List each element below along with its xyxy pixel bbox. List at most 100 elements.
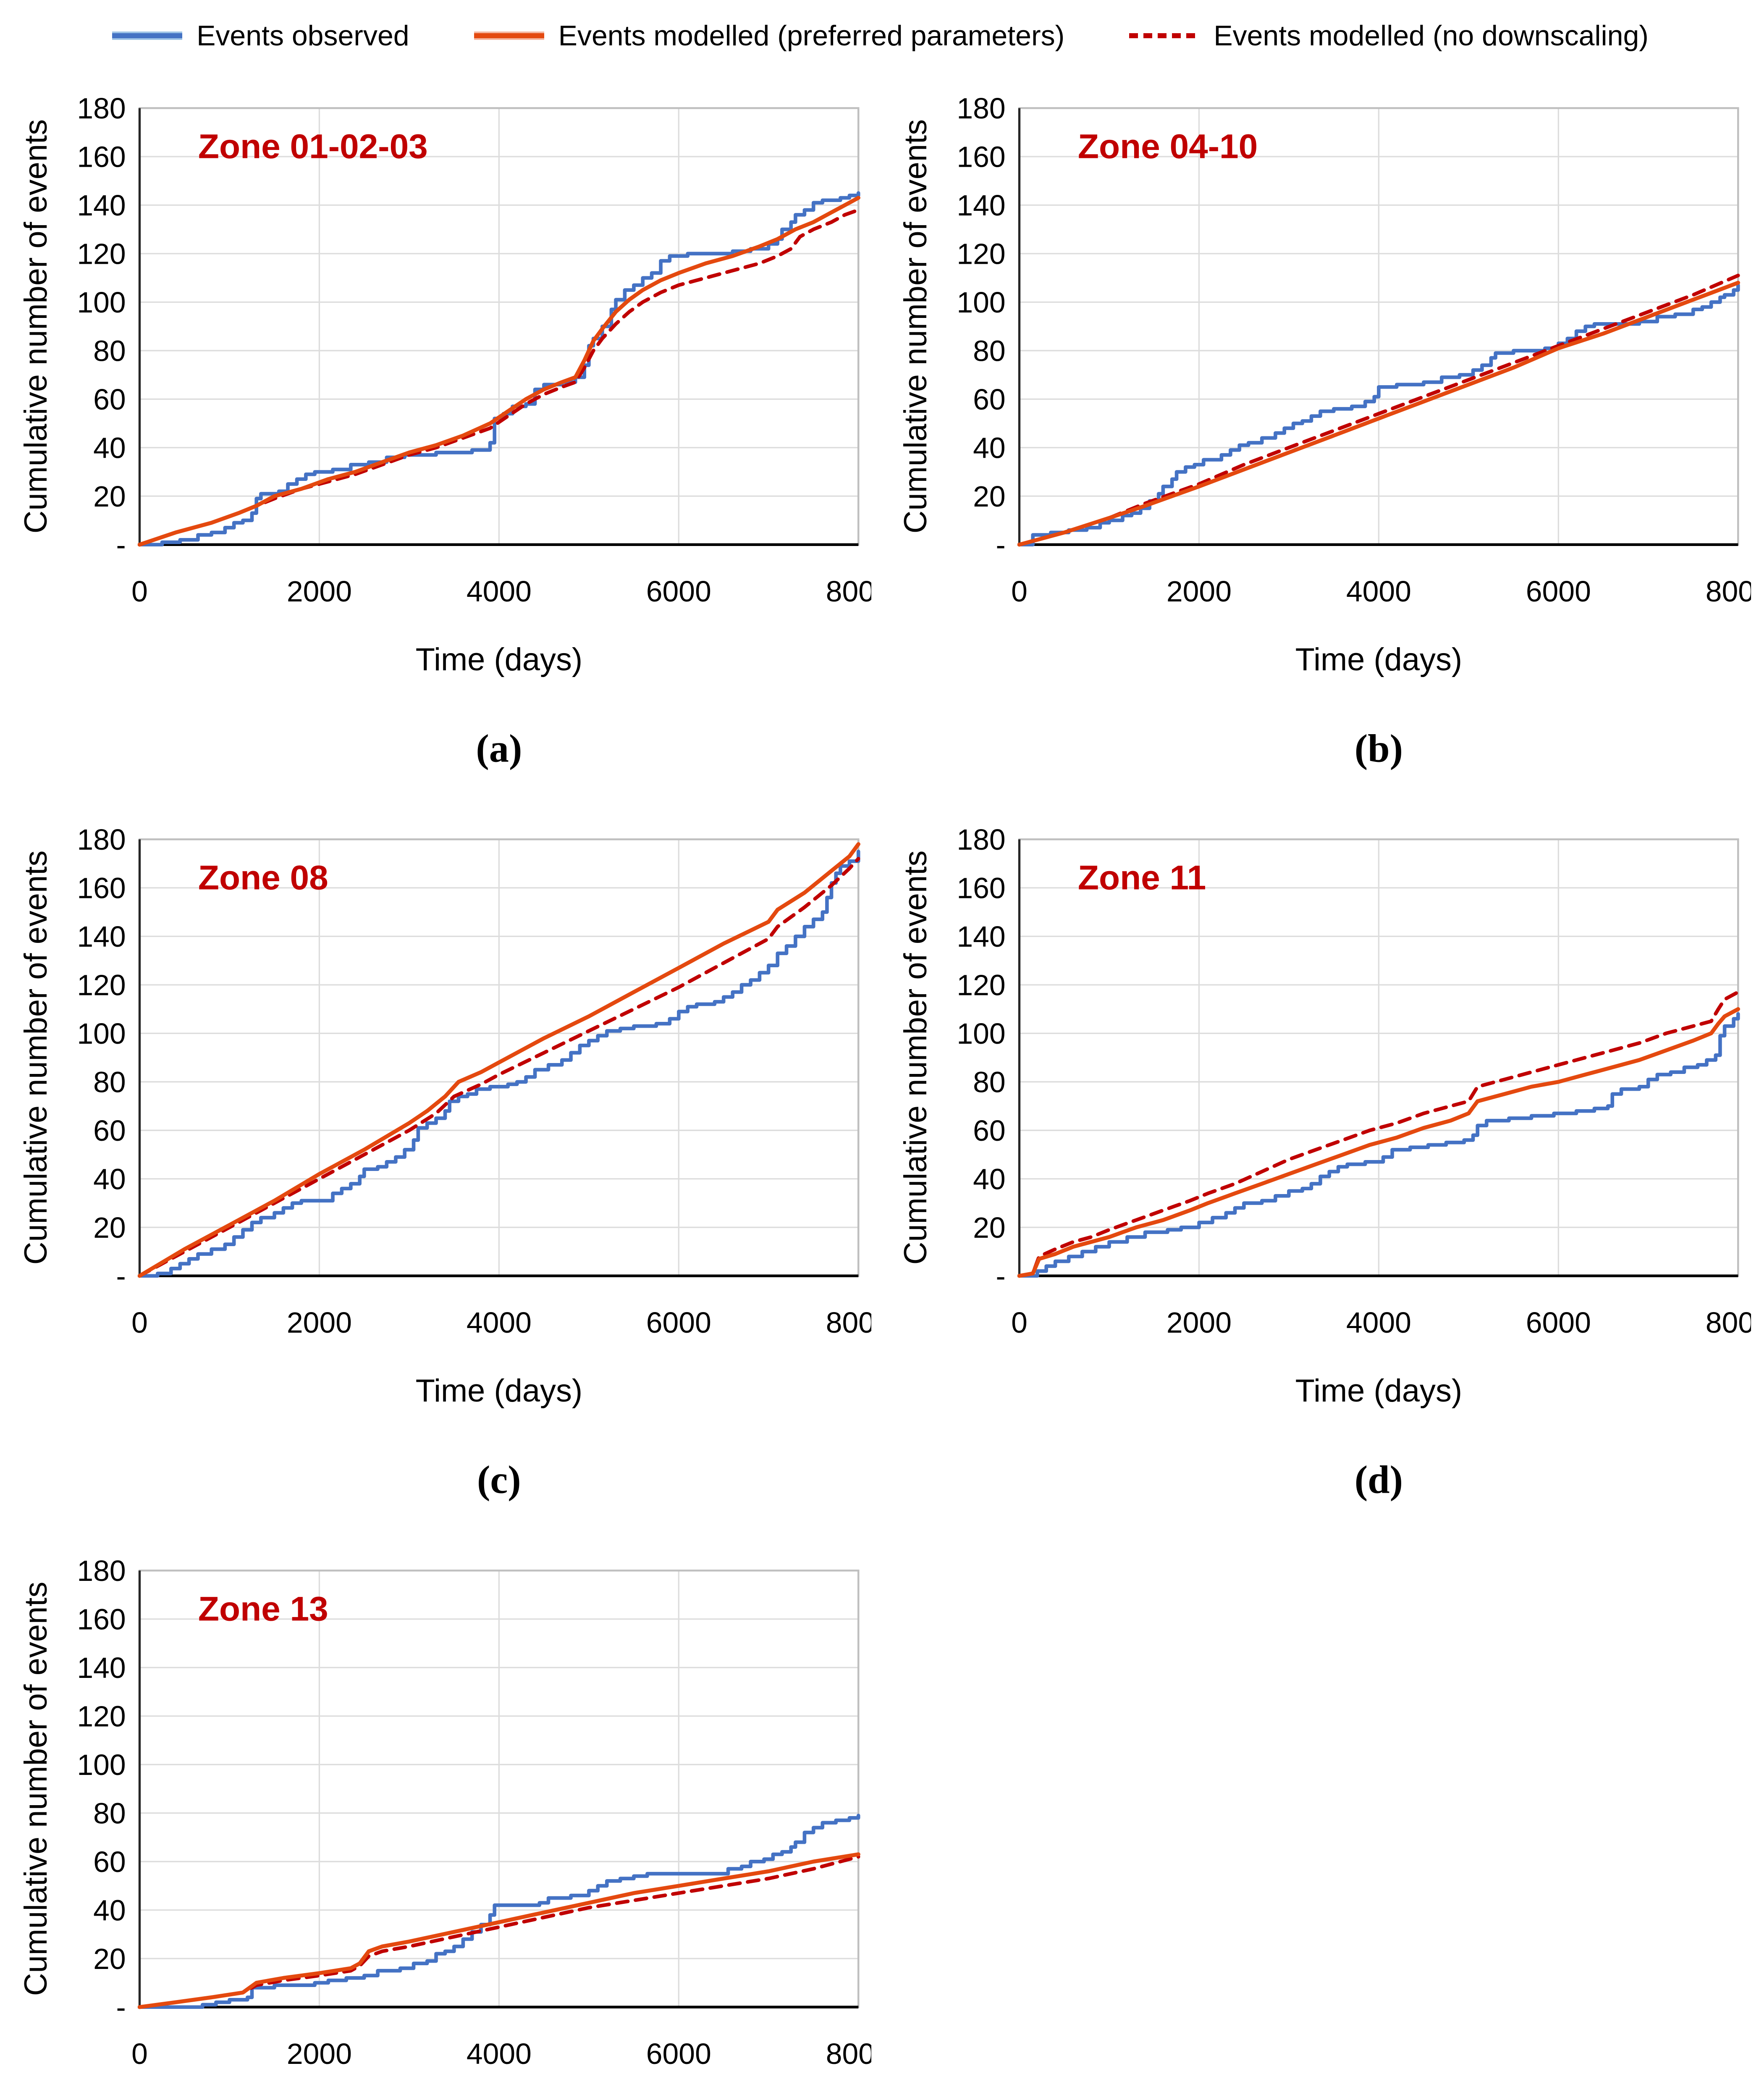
- y-tick-label: 160: [957, 140, 1005, 173]
- x-axis-title: Time (days): [1295, 642, 1463, 677]
- x-tick-label: 4000: [467, 575, 532, 608]
- zone-label: Zone 11: [1078, 858, 1206, 897]
- y-axis-title: Cumulative number of events: [18, 850, 54, 1265]
- y-axis-title: Cumulative number of events: [18, 1582, 54, 1996]
- y-tick-label: 20: [973, 480, 1006, 513]
- x-tick-label: 0: [131, 575, 148, 608]
- subplot-caption: (c): [477, 1458, 521, 1502]
- y-tick-label: 140: [957, 920, 1005, 953]
- subplot-caption: (d): [1355, 1458, 1403, 1502]
- subplot-caption: (a): [476, 727, 522, 770]
- y-tick-label: 100: [77, 286, 126, 319]
- chart-cell-c: 180 160 140 120 100 80 60 40 20 -0 2000 4000 6000 800…: [0, 815, 880, 1521]
- y-tick-label: 100: [77, 1017, 126, 1050]
- y-tick-label: 120: [957, 969, 1005, 1001]
- legend-label-observed: Events observed: [197, 20, 409, 52]
- y-tick-label: 120: [77, 237, 126, 270]
- legend-item-modelled-nodownscaling: Events modelled (no downscaling): [1127, 19, 1649, 52]
- series-modelled-preferred-line: [137, 842, 860, 1278]
- zone-label: Zone 08: [198, 858, 328, 897]
- series-modelled-no-downscaling-line: [1017, 990, 1740, 1278]
- legend-label-modelled-nodownscaling: Events modelled (no downscaling): [1214, 20, 1649, 52]
- charts-grid: 18016014012010080604020-0200040006000800…: [0, 84, 1759, 2100]
- chart-zone-11: 180 160 140 120 100 80 60 40 20 -0 2000 4000 6000 800…: [898, 823, 1751, 1502]
- x-tick-label: 6000: [1526, 575, 1591, 608]
- y-tick-label: 80: [973, 1066, 1006, 1098]
- x-tick-label: 4000: [467, 1306, 532, 1339]
- y-tick-label: -: [116, 1991, 126, 2024]
- modelled-preferred-line-swatch-icon: [474, 32, 544, 40]
- y-tick-label: 20: [973, 1211, 1006, 1244]
- y-tick-label: -: [996, 1260, 1005, 1292]
- chart-cell-a: 180 160 140 120 100 80 60 40 20 -0 2000 4000 6000 800…: [0, 84, 880, 790]
- x-tick-label: 4000: [467, 2037, 532, 2070]
- x-tick-label: 2000: [287, 1306, 352, 1339]
- zone-label: Zone 13: [198, 1590, 328, 1628]
- y-tick-label: 120: [957, 237, 1005, 270]
- y-tick-label: 180: [957, 823, 1005, 856]
- x-axis-title: Time (days): [416, 1373, 583, 1409]
- chart-zone-04-10: 180 160 140 120 100 80 60 40 20 -0 2000 4000 6000 800…: [898, 92, 1751, 770]
- x-tick-label: 2000: [1167, 575, 1232, 608]
- x-tick-label: 4000: [1346, 575, 1411, 608]
- chart-cell-e: 180 160 140 120 100 80 60 40 20 -0 2000 4000 6000 800…: [0, 1546, 880, 2100]
- observed-line-swatch-icon: [112, 32, 183, 40]
- y-tick-label: 80: [93, 1066, 126, 1098]
- x-axis-title: Time (days): [416, 642, 583, 677]
- y-tick-label: 160: [77, 1603, 126, 1635]
- y-tick-label: 160: [77, 140, 126, 173]
- y-tick-label: 140: [957, 189, 1005, 222]
- empty-cell: [880, 1546, 1759, 2100]
- zone-label: Zone 04-10: [1078, 127, 1258, 165]
- chart-cell-d: 180 160 140 120 100 80 60 40 20 -0 2000 4000 6000 800…: [880, 815, 1759, 1521]
- series-observed-line: [138, 850, 860, 1278]
- y-tick-label: 100: [957, 1017, 1005, 1050]
- y-tick-label: 100: [77, 1748, 126, 1781]
- y-tick-label: 60: [93, 383, 126, 416]
- x-tick-label: 6000: [646, 1306, 711, 1339]
- y-tick-label: 60: [973, 383, 1006, 416]
- y-tick-label: 40: [973, 1163, 1006, 1195]
- legend: Events observed Events modelled (preferr…: [0, 0, 1759, 59]
- y-tick-label: 20: [93, 480, 126, 513]
- x-tick-label: 2000: [287, 575, 352, 608]
- x-tick-label: 0: [1011, 575, 1028, 608]
- y-tick-label: 140: [77, 920, 126, 953]
- modelled-nodownscaling-dashed-swatch-icon: [1129, 33, 1200, 38]
- y-tick-label: 40: [973, 431, 1006, 464]
- legend-item-observed: Events observed: [110, 19, 409, 52]
- x-tick-label: 0: [131, 1306, 148, 1339]
- y-tick-label: 140: [77, 1651, 126, 1684]
- y-tick-label: 100: [957, 286, 1005, 319]
- y-tick-label: 40: [93, 431, 126, 464]
- y-tick-label: 120: [77, 1700, 126, 1732]
- y-tick-label: -: [116, 1260, 126, 1292]
- chart-cell-b: 180 160 140 120 100 80 60 40 20 -0 2000 4000 6000 800…: [880, 84, 1759, 790]
- y-tick-label: 180: [77, 92, 126, 125]
- x-tick-label: 6000: [646, 575, 711, 608]
- y-axis-title: Cumulative number of events: [898, 850, 933, 1265]
- legend-label-modelled-preferred: Events modelled (preferred parameters): [558, 20, 1065, 52]
- x-tick-label: 6000: [646, 2037, 711, 2070]
- x-tick-label: 6000: [1526, 1306, 1591, 1339]
- x-tick-label: 4000: [1346, 1306, 1411, 1339]
- y-tick-label: 60: [93, 1845, 126, 1878]
- x-tick-label: 0: [131, 2037, 148, 2070]
- series-modelled-preferred-line: [1017, 1007, 1740, 1278]
- y-tick-label: -: [996, 528, 1005, 561]
- zone-label: Zone 01-02-03: [198, 127, 428, 165]
- x-tick-label: 2000: [287, 2037, 352, 2070]
- x-tick-label: 8000: [826, 1306, 871, 1339]
- legend-item-modelled-preferred: Events modelled (preferred parameters): [472, 19, 1065, 52]
- y-axis-title: Cumulative number of events: [18, 119, 54, 533]
- y-tick-label: 40: [93, 1894, 126, 1927]
- x-tick-label: 8000: [826, 575, 871, 608]
- x-tick-label: 2000: [1167, 1306, 1232, 1339]
- series-observed-line: [138, 1814, 860, 2009]
- series-modelled-no-downscaling-line: [138, 857, 860, 1278]
- series-modelled-preferred-line: [1017, 281, 1740, 547]
- y-tick-label: 40: [93, 1163, 126, 1195]
- x-tick-label: 8000: [1706, 1306, 1751, 1339]
- x-axis-title: Time (days): [1295, 1373, 1463, 1409]
